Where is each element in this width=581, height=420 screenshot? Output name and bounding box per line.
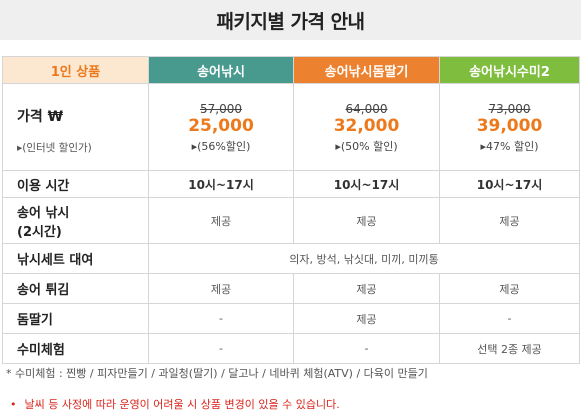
sale-price: 39,000	[476, 116, 543, 136]
table-cell: -	[293, 333, 440, 364]
row-label: 낚시세트 대여	[2, 243, 149, 274]
row-label: 이용 시간	[2, 170, 149, 198]
page-title: 패키지별 가격 안내	[0, 0, 581, 40]
table-header-row: 1인 상품 송어낚시 송어낚시돔딸기 송어낚시수미2	[2, 56, 580, 84]
header-label: 1인 상품	[2, 56, 149, 84]
row-label: 송어 튀김	[2, 273, 149, 304]
price-row-label: 가격 ₩ ▸(인터넷 할인가)	[2, 83, 149, 171]
price-title: 가격 ₩	[17, 109, 64, 125]
row-label: 송어 낚시 (2시간)	[2, 197, 149, 244]
table-cell: 제공	[439, 273, 580, 304]
table-row-trout-fry: 송어 튀김 제공 제공 제공	[2, 273, 580, 304]
table-cell: 제공	[439, 197, 580, 244]
warning-text: 날씨 등 사정에 따라 운영이 어려울 시 상품 변경이 있을 수 있습니다.	[24, 398, 340, 411]
table-cell: 10시~17시	[148, 170, 294, 198]
warning-notice: • 날씨 등 사정에 따라 운영이 어려울 시 상품 변경이 있을 수 있습니다.	[10, 396, 340, 412]
sale-price: 25,000	[188, 116, 254, 136]
table-row-sumi-experience: 수미체험 - - 선택 2종 제공	[2, 333, 580, 364]
row-label: 수미체험	[2, 333, 149, 364]
table-cell: -	[439, 303, 580, 334]
package-price-table: 1인 상품 송어낚시 송어낚시돔딸기 송어낚시수미2 가격 ₩ ▸(인터넷 할인…	[2, 56, 580, 364]
bullet: •	[10, 398, 17, 411]
row-label: 돔딸기	[2, 303, 149, 334]
original-price: 73,000	[488, 102, 531, 116]
table-cell: 제공	[148, 197, 294, 244]
footnote: * 수미체험 : 찐빵 / 피자만들기 / 과일청(딸기) / 달고나 / 네바…	[6, 367, 428, 380]
price-subtitle: ▸(인터넷 할인가)	[17, 142, 92, 154]
table-cell: -	[148, 303, 294, 334]
table-cell: 제공	[293, 197, 440, 244]
header-package-2: 송어낚시돔딸기	[293, 56, 440, 84]
discount-rate: ▸47% 할인)	[480, 140, 539, 153]
price-cell-1: 57,000 25,000 ▸(56%할인)	[148, 83, 294, 171]
price-cell-3: 73,000 39,000 ▸47% 할인)	[439, 83, 580, 171]
table-row-strawberry: 돔딸기 - 제공 -	[2, 303, 580, 334]
table-cell: 제공	[293, 303, 440, 334]
row-label-line-2: (2시간)	[17, 224, 62, 240]
table-cell: -	[148, 333, 294, 364]
table-cell: 제공	[148, 273, 294, 304]
original-price: 64,000	[345, 102, 388, 116]
header-package-3: 송어낚시수미2	[439, 56, 580, 84]
header-package-1: 송어낚시	[148, 56, 294, 84]
discount-rate: ▸(50% 할인)	[335, 140, 398, 153]
table-row-fishing-set-rental: 낚시세트 대여 의자, 방석, 낚싯대, 미끼, 미끼통	[2, 243, 580, 274]
table-row-usage-time: 이용 시간 10시~17시 10시~17시 10시~17시	[2, 170, 580, 198]
table-cell: 선택 2종 제공	[439, 333, 580, 364]
table-row-trout-fishing: 송어 낚시 (2시간) 제공 제공 제공	[2, 197, 580, 244]
row-label-line-1: 송어 낚시	[17, 205, 70, 221]
table-cell: 10시~17시	[439, 170, 580, 198]
table-cell: 10시~17시	[293, 170, 440, 198]
original-price: 57,000	[200, 102, 242, 116]
price-cell-2: 64,000 32,000 ▸(50% 할인)	[293, 83, 440, 171]
price-row: 가격 ₩ ▸(인터넷 할인가) 57,000 25,000 ▸(56%할인) 6…	[2, 83, 580, 171]
discount-rate: ▸(56%할인)	[191, 140, 251, 153]
sale-price: 32,000	[333, 116, 400, 136]
table-cell: 제공	[293, 273, 440, 304]
merged-table-cell: 의자, 방석, 낚싯대, 미끼, 미끼통	[148, 243, 580, 274]
